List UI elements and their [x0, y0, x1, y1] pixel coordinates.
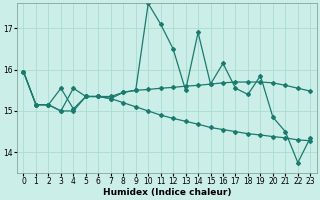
X-axis label: Humidex (Indice chaleur): Humidex (Indice chaleur)	[103, 188, 231, 197]
